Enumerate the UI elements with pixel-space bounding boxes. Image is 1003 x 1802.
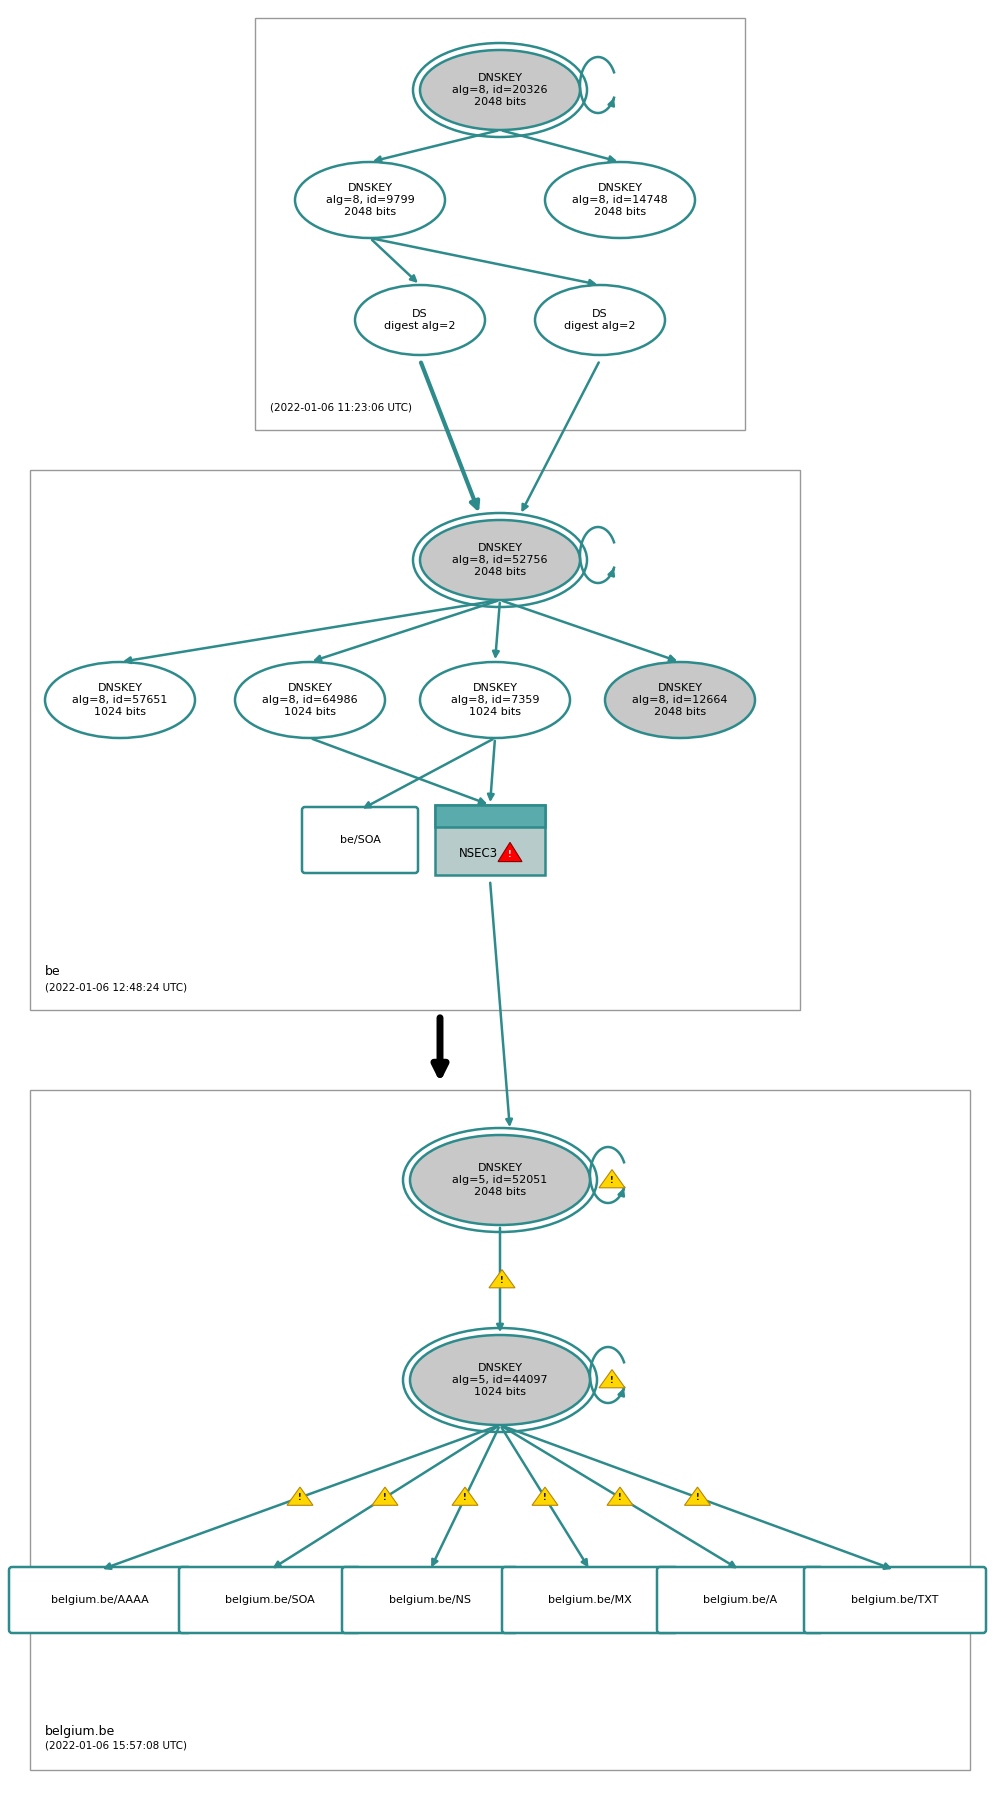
Text: DS
digest alg=2: DS digest alg=2 [384,308,455,332]
Polygon shape [488,1270,515,1288]
Text: DNSKEY
alg=5, id=52051
2048 bits: DNSKEY alg=5, id=52051 2048 bits [452,1162,547,1197]
Text: DNSKEY
alg=8, id=7359
1024 bits: DNSKEY alg=8, id=7359 1024 bits [450,683,539,717]
Bar [30,470,799,1009]
Text: DNSKEY
alg=5, id=44097
1024 bits: DNSKEY alg=5, id=44097 1024 bits [451,1362,548,1397]
Ellipse shape [355,285,484,355]
Polygon shape [599,1169,625,1188]
Bar [255,18,744,431]
FancyBboxPatch shape [179,1568,361,1633]
Ellipse shape [419,661,570,739]
Text: !: ! [508,851,512,860]
FancyBboxPatch shape [9,1568,191,1633]
Text: DNSKEY
alg=8, id=52756
2048 bits: DNSKEY alg=8, id=52756 2048 bits [451,542,548,577]
Bar [434,805,545,827]
Ellipse shape [409,1135,590,1225]
FancyBboxPatch shape [502,1568,677,1633]
Ellipse shape [295,162,444,238]
Polygon shape [684,1487,710,1505]
Ellipse shape [605,661,754,739]
Ellipse shape [409,1335,590,1425]
Text: NSEC3: NSEC3 [458,847,497,860]
Text: be/SOA: be/SOA [339,834,380,845]
Text: (2022-01-06 11:23:06 UTC): (2022-01-06 11:23:06 UTC) [270,402,411,413]
Text: belgium.be/A: belgium.be/A [702,1595,776,1606]
Text: belgium.be/MX: belgium.be/MX [548,1595,631,1606]
Text: belgium.be/TXT: belgium.be/TXT [851,1595,938,1606]
Text: !: ! [610,1377,613,1386]
Text: !: ! [499,1276,504,1285]
Text: DNSKEY
alg=8, id=20326
2048 bits: DNSKEY alg=8, id=20326 2048 bits [451,72,548,108]
Ellipse shape [45,661,195,739]
Text: DNSKEY
alg=8, id=14748
2048 bits: DNSKEY alg=8, id=14748 2048 bits [572,182,667,218]
FancyBboxPatch shape [302,807,417,872]
Text: DS
digest alg=2: DS digest alg=2 [564,308,635,332]
Text: belgium.be/AAAA: belgium.be/AAAA [51,1595,148,1606]
Text: !: ! [695,1494,699,1503]
Polygon shape [599,1370,625,1388]
Ellipse shape [235,661,384,739]
Text: belgium.be/NS: belgium.be/NS [388,1595,470,1606]
Text: !: ! [383,1494,386,1503]
Polygon shape [287,1487,313,1505]
Text: DNSKEY
alg=8, id=64986
1024 bits: DNSKEY alg=8, id=64986 1024 bits [262,683,357,717]
Bar [434,805,545,876]
Text: (2022-01-06 15:57:08 UTC): (2022-01-06 15:57:08 UTC) [45,1741,187,1750]
FancyBboxPatch shape [342,1568,518,1633]
Ellipse shape [545,162,694,238]
Ellipse shape [535,285,664,355]
Polygon shape [451,1487,477,1505]
Polygon shape [497,842,522,861]
FancyBboxPatch shape [803,1568,985,1633]
Text: !: ! [462,1494,466,1503]
Text: !: ! [543,1494,547,1503]
Polygon shape [372,1487,397,1505]
Text: !: ! [610,1177,613,1186]
Text: (2022-01-06 12:48:24 UTC): (2022-01-06 12:48:24 UTC) [45,982,187,991]
Text: belgium.be/SOA: belgium.be/SOA [225,1595,315,1606]
Text: belgium.be: belgium.be [45,1725,115,1737]
Text: DNSKEY
alg=8, id=9799
2048 bits: DNSKEY alg=8, id=9799 2048 bits [325,182,414,218]
Bar [30,1090,969,1770]
Ellipse shape [419,521,580,600]
Text: !: ! [298,1494,302,1503]
Text: DNSKEY
alg=8, id=57651
1024 bits: DNSKEY alg=8, id=57651 1024 bits [72,683,168,717]
FancyBboxPatch shape [656,1568,822,1633]
Ellipse shape [419,50,580,130]
Polygon shape [607,1487,632,1505]
Text: be: be [45,966,60,978]
Text: DNSKEY
alg=8, id=12664
2048 bits: DNSKEY alg=8, id=12664 2048 bits [632,683,727,717]
Polygon shape [532,1487,558,1505]
Text: !: ! [618,1494,621,1503]
